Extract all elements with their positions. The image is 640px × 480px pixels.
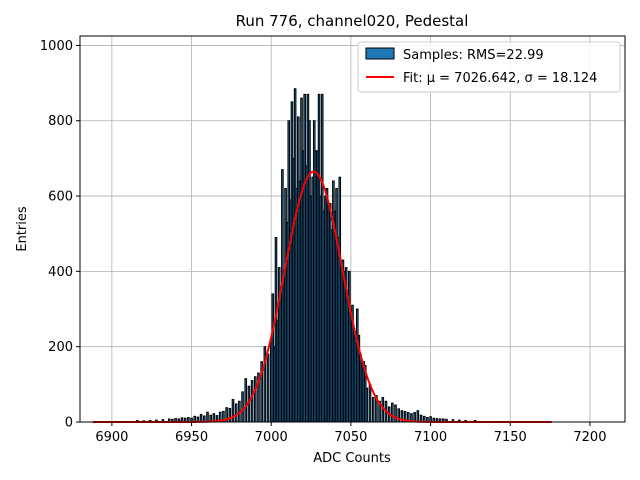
chart-title: Run 776, channel020, Pedestal: [236, 12, 469, 30]
histogram-bar: [391, 402, 394, 423]
legend-samples-swatch: [365, 47, 395, 60]
histogram-bar: [266, 353, 270, 423]
histogram-bar: [228, 407, 232, 423]
histogram-bar: [253, 376, 257, 423]
y-tick-label: 200: [48, 340, 73, 355]
legend-box: [357, 41, 621, 93]
histogram-bar: [371, 397, 375, 423]
x-tick-label: 7200: [573, 430, 606, 445]
x-tick-label: 7050: [334, 430, 367, 445]
legend-fit-label: Fit: μ = 7026.642, σ = 18.124: [403, 71, 597, 86]
y-tick-label: 0: [65, 416, 73, 431]
histogram-bar: [231, 398, 235, 423]
histogram-bar: [365, 387, 369, 423]
histogram-bar: [397, 408, 401, 423]
x-axis-ticks: 6900 6950 7000 7050 7100 7150 7200: [95, 422, 606, 445]
histogram-bar: [416, 410, 420, 423]
histogram-bar: [241, 391, 244, 423]
histogram-bar: [368, 383, 372, 423]
y-axis-label: Entries: [15, 206, 30, 252]
x-axis-label: ADC Counts: [313, 451, 391, 466]
histogram-bar: [394, 404, 397, 423]
y-tick-label: 800: [48, 114, 73, 129]
y-axis-ticks: 0 200 400 600 800 1000: [40, 39, 80, 431]
legend-samples-label: Samples: RMS=22.99: [403, 48, 544, 63]
histogram-bar: [250, 380, 254, 423]
histogram-bar: [244, 378, 248, 423]
x-tick-label: 7000: [255, 430, 288, 445]
histogram-bar: [206, 411, 209, 423]
histogram-bar: [234, 403, 238, 423]
x-tick-label: 7150: [494, 430, 527, 445]
x-tick-label: 6950: [175, 430, 208, 445]
y-tick-label: 1000: [40, 39, 73, 54]
y-tick-label: 600: [48, 190, 73, 205]
legend: Samples: RMS=22.99 Fit: μ = 7026.642, σ …: [357, 41, 621, 93]
x-tick-label: 7100: [414, 430, 447, 445]
y-tick-label: 400: [48, 265, 73, 280]
x-tick-label: 6900: [95, 430, 128, 445]
plot-frame: [79, 35, 626, 423]
